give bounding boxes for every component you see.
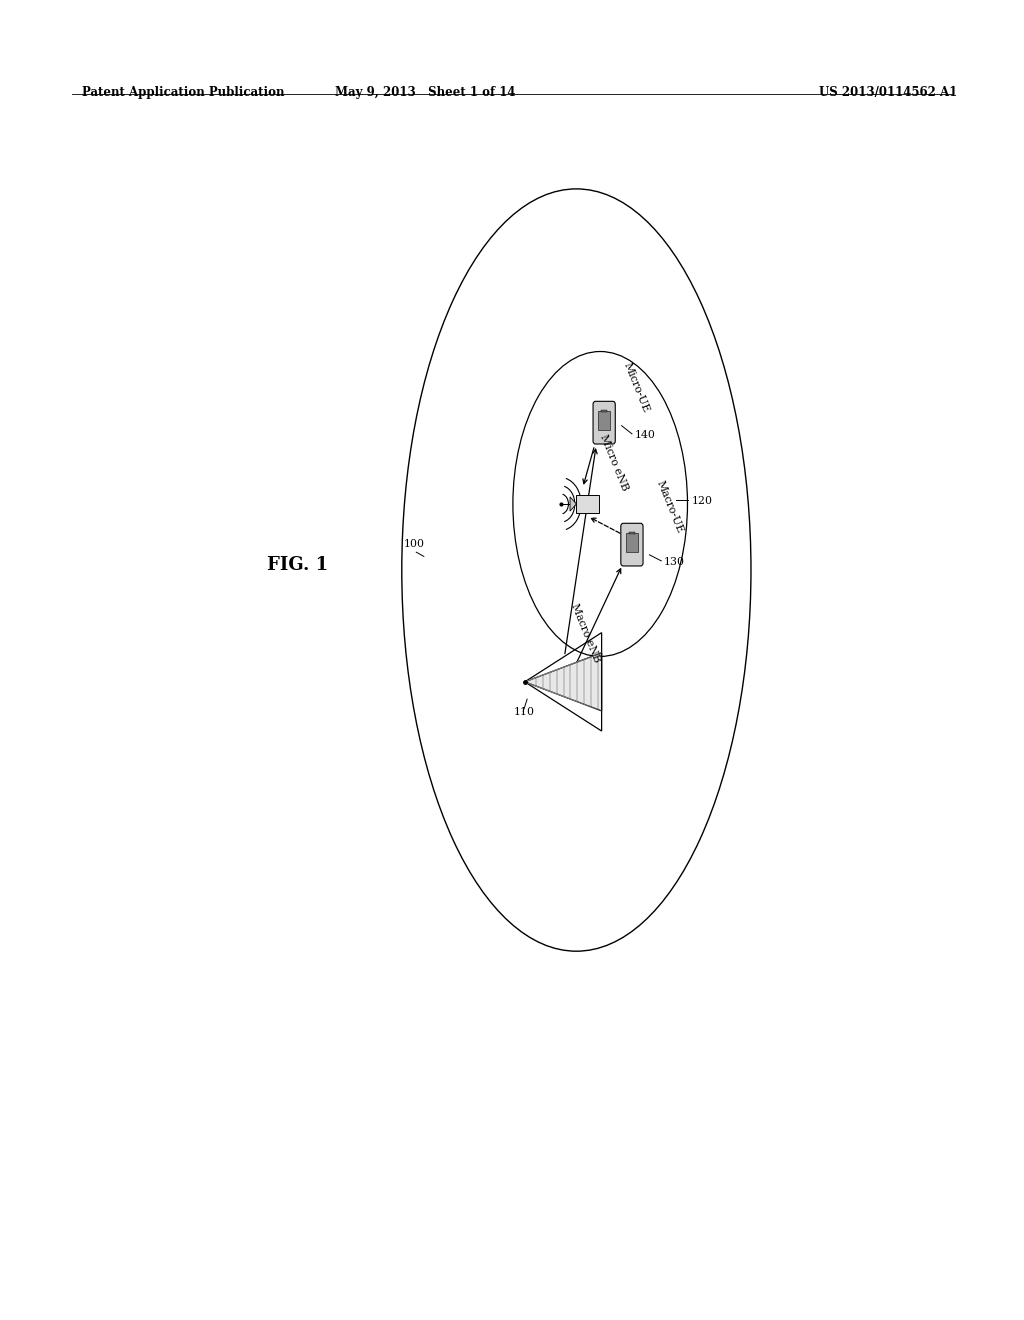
Text: Patent Application Publication: Patent Application Publication (82, 86, 285, 99)
Bar (577, 495, 599, 513)
Bar (626, 533, 638, 552)
Text: Macro eNB: Macro eNB (569, 602, 602, 664)
Text: US 2013/0114562 A1: US 2013/0114562 A1 (819, 86, 957, 99)
Text: Micro-UE: Micro-UE (622, 362, 651, 414)
Text: Macro-UE: Macro-UE (654, 479, 684, 535)
Bar (601, 409, 607, 412)
Text: 110: 110 (514, 708, 535, 717)
FancyBboxPatch shape (621, 523, 643, 566)
Text: Micro eNB: Micro eNB (599, 433, 630, 492)
Polygon shape (524, 653, 602, 711)
Bar (598, 411, 610, 430)
Text: 130: 130 (664, 557, 685, 568)
Text: May 9, 2013   Sheet 1 of 14: May 9, 2013 Sheet 1 of 14 (335, 86, 515, 99)
Polygon shape (570, 496, 577, 511)
Text: 120: 120 (691, 496, 713, 506)
Text: FIG. 1: FIG. 1 (267, 556, 328, 574)
Text: 100: 100 (404, 539, 425, 549)
Bar (629, 532, 635, 533)
FancyBboxPatch shape (593, 401, 615, 444)
Text: 140: 140 (634, 430, 655, 440)
